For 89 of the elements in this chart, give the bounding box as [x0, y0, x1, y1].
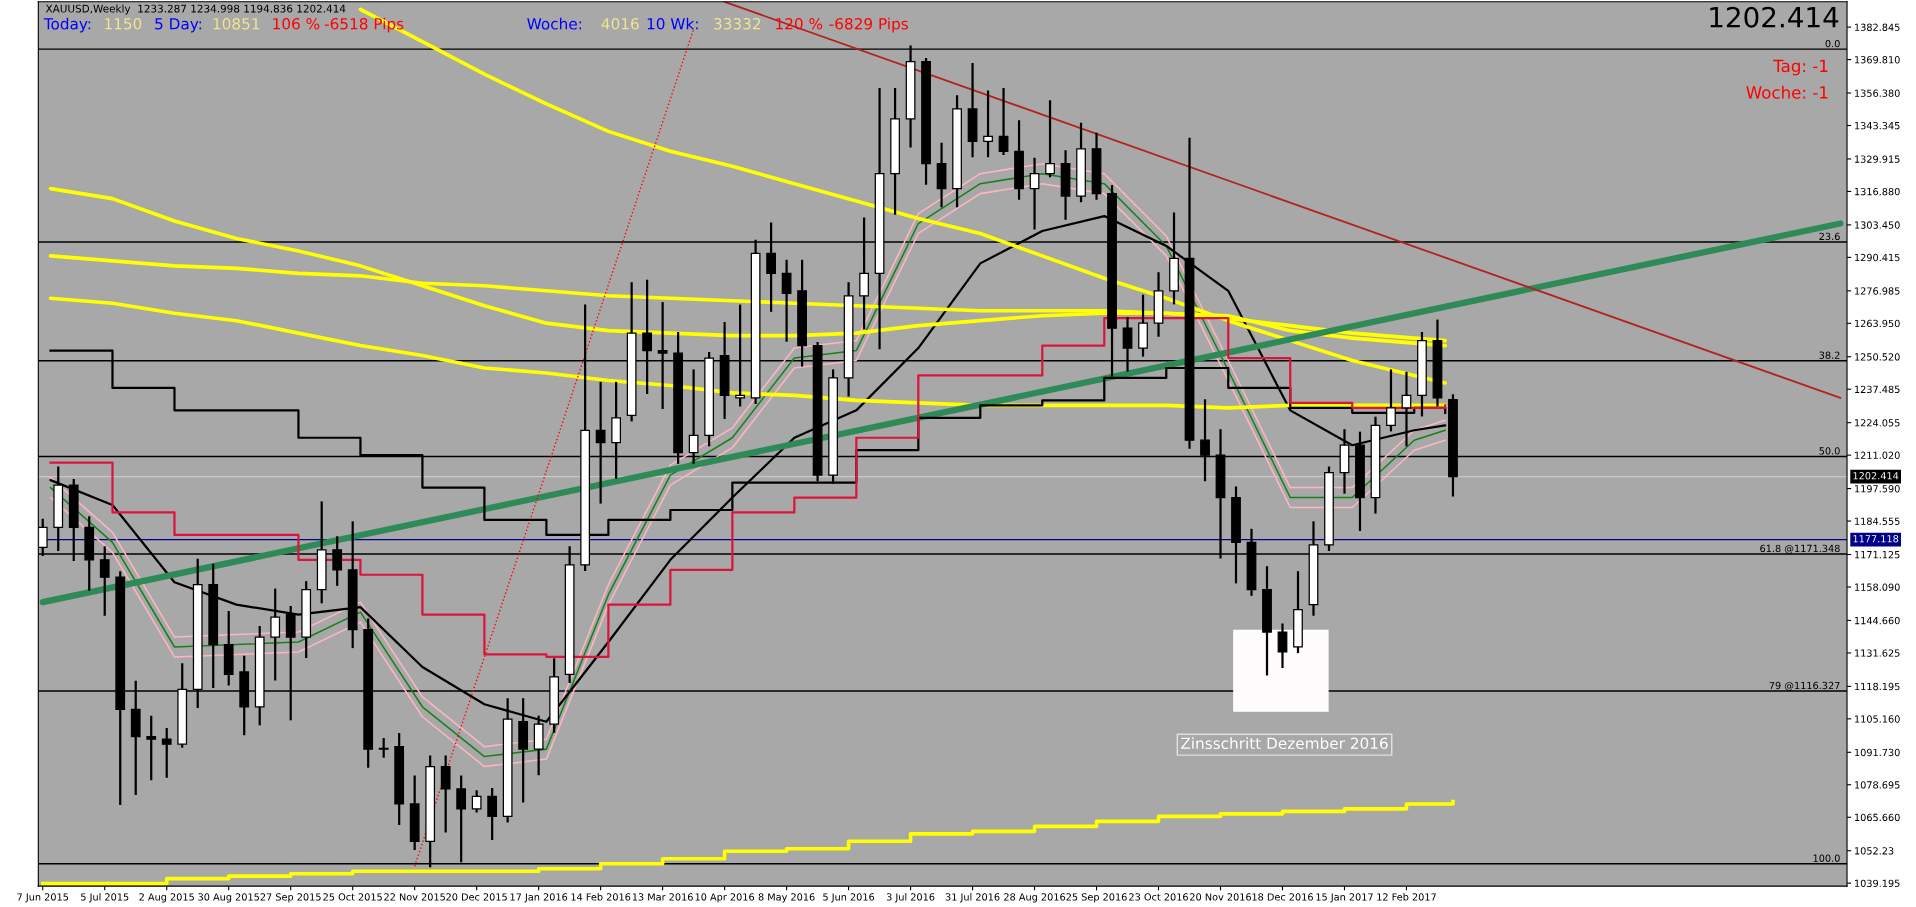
candlestick [487, 787, 498, 840]
x-tick-label: 25 Oct 2015 [323, 893, 382, 901]
y-tick-label: 1369.810 [1855, 56, 1900, 64]
x-tick-label: 10 Apr 2016 [695, 893, 755, 903]
y-tick-label: 1382.845 [1855, 23, 1900, 31]
candlestick [270, 588, 281, 681]
annotation: Woche: [527, 17, 582, 30]
candlestick [1045, 100, 1055, 178]
y-tick-label: 1356.380 [1855, 89, 1900, 97]
y-tick-label: 1316.880 [1855, 187, 1900, 196]
y-tick-label: 1263.950 [1855, 319, 1900, 328]
x-tick-label: 5 Jul 2015 [81, 893, 129, 903]
annotation: 4016 [601, 18, 639, 30]
annotation: 38.2 [1819, 351, 1840, 359]
annotation: Today: [43, 17, 91, 33]
x-tick-label: 28 Aug 2016 [1004, 893, 1066, 903]
y-tick-label: 1052.23 [1855, 847, 1894, 855]
x-tick-label: 20 Nov 2016 [1190, 893, 1252, 901]
candlestick [1386, 369, 1396, 432]
x-tick-label: 7 Jun 2015 [17, 893, 69, 903]
annotation: 100.0 [1813, 854, 1840, 862]
ref-line-label: 1202.414 [1853, 472, 1899, 480]
candlestick [378, 738, 389, 758]
x-tick-label: 5 Jun 2016 [823, 893, 875, 903]
y-tick-label: 1329.915 [1855, 155, 1900, 163]
y-tick-label: 1224.055 [1855, 419, 1900, 427]
candlestick [1277, 623, 1288, 669]
annotation: 0.0 [1825, 39, 1840, 48]
y-tick-label: 1065.660 [1855, 813, 1900, 822]
candlestick [440, 755, 451, 833]
x-tick-label: 14 Feb 2016 [571, 893, 631, 901]
y-tick-label: 1078.695 [1855, 781, 1900, 789]
y-tick-label: 1105.160 [1855, 715, 1900, 723]
y-tick-label: 1091.730 [1855, 748, 1900, 757]
y-tick-label: 1144.660 [1855, 616, 1900, 625]
annotation: 33332 [714, 18, 761, 30]
annotation: Woche: -1 [1746, 85, 1828, 99]
y-tick-label: 1158.090 [1855, 583, 1900, 591]
chart-title: XAUUSD,Weekly 1233.287 1234.998 1194.836 1202.414 [45, 4, 346, 15]
annotation: 23.6 [1819, 232, 1840, 241]
candlestick [1029, 157, 1040, 230]
x-tick-label: 12 Feb 2017 [1377, 893, 1436, 901]
y-tick-label: 1343.345 [1855, 121, 1900, 130]
y-tick-label: 1131.625 [1855, 649, 1900, 657]
x-tick-label: 30 Aug 2015 [198, 893, 259, 903]
x-tick-label: 20 Dec 2015 [446, 893, 507, 901]
y-tick-label: 1039.195 [1855, 879, 1900, 887]
annotation: 5 Day: [155, 18, 202, 33]
candlestick [998, 87, 1009, 155]
candlestick [161, 728, 172, 778]
annotation: 79 @1116.327 [1769, 681, 1840, 691]
y-tick-label: 1290.415 [1855, 253, 1900, 262]
candlestick [781, 259, 792, 342]
annotation: 61.8 @1171.348 [1760, 544, 1840, 554]
y-tick-label: 1197.590 [1855, 485, 1900, 493]
candlestick [983, 90, 993, 158]
x-tick-label: 23 Oct 2016 [1129, 893, 1188, 901]
x-tick-label: 2 Aug 2015 [139, 893, 194, 903]
x-tick-label: 8 May 2016 [758, 893, 815, 903]
y-tick-label: 1118.195 [1855, 682, 1900, 691]
annotation: 10851 [213, 18, 260, 30]
x-tick-label: 17 Jan 2016 [510, 893, 568, 903]
y-tick-label: 1237.485 [1855, 385, 1900, 394]
x-tick-label: 18 Dec 2016 [1252, 893, 1313, 901]
y-tick-label: 1211.020 [1855, 451, 1900, 459]
annotation: 10 Wk: [647, 17, 698, 30]
annotation: Zinsschritt Dezember 2016 [1181, 737, 1388, 750]
y-tick-label: 1303.450 [1855, 221, 1900, 229]
annotation: -6829 Pips [829, 17, 908, 33]
ref-line-label: 1177.118 [1853, 535, 1899, 543]
candlestick [1401, 371, 1412, 447]
x-tick-label: 31 Jul 2016 [945, 893, 1000, 903]
x-tick-label: 3 Jul 2016 [886, 893, 935, 903]
y-tick-label: 1250.520 [1855, 353, 1900, 361]
candlestick [471, 790, 482, 813]
y-tick-label: 1171.125 [1855, 551, 1900, 559]
annotation: 1202.414 [1710, 6, 1839, 28]
candlestick [146, 715, 157, 781]
y-tick-label: 1276.985 [1855, 287, 1900, 295]
annotation: 50.0 [1819, 447, 1840, 455]
x-tick-label: 25 Sep 2016 [1066, 893, 1127, 903]
annotation: 106 % [273, 18, 320, 30]
x-tick-label: 22 Nov 2015 [384, 893, 445, 901]
y-tick-label: 1184.555 [1855, 517, 1900, 525]
annotation: 1150 [105, 18, 142, 30]
annotation: Tag: -1 [1773, 59, 1828, 76]
x-tick-label: 13 Mar 2016 [632, 893, 693, 901]
x-tick-label: 15 Jan 2017 [1316, 893, 1373, 903]
x-tick-label: 27 Sep 2015 [260, 893, 321, 903]
